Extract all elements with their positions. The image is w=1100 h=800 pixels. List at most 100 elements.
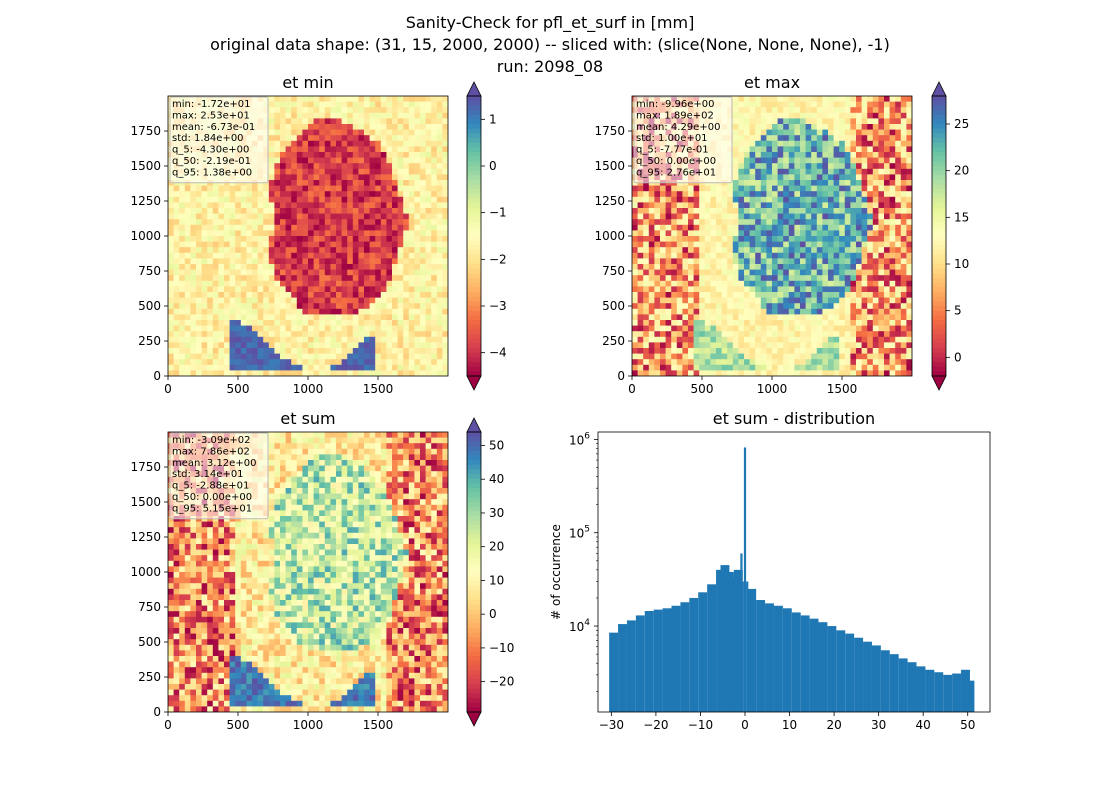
histogram-bar [618,624,627,712]
y-tick-label: 1000 [130,229,161,243]
colorbar-frame [931,95,947,377]
y-tick-label: 105 [569,525,590,541]
histogram-bar [916,666,926,712]
x-tick-label: 1500 [827,382,858,396]
y-tick-label: 0 [153,705,161,719]
histogram-bar [965,680,975,712]
histogram-bars [609,447,975,712]
colorbar-frame [466,95,482,377]
y-tick-label: 1250 [594,194,625,208]
stats-line: min: -1.72e+01 [172,99,251,110]
colorbar-tick-label: 0 [954,350,962,364]
histogram-bar [680,602,690,712]
y-tick-label: 250 [602,334,625,348]
heatmap-image [168,432,448,712]
y-tick-label: 1500 [594,159,625,173]
x-tick-label: 10 [782,718,797,732]
histogram-bar [845,633,855,712]
histogram-bar [707,584,717,712]
colorbar-tick-label: −3 [489,299,507,313]
histogram-bar [943,674,953,712]
stats-line: q_5: -2.88e+01 [172,481,249,492]
histogram-bar [671,605,681,712]
histogram-bar [747,588,757,712]
y-tick-label: 1750 [594,124,625,138]
histogram-bar [773,605,783,712]
colorbar-extend-bottom [466,375,482,391]
stats-line: std: 3.14e+01 [172,469,244,480]
histogram-bar [626,620,636,712]
stats-line: max: 1.89e+02 [636,110,714,121]
colorbar-extend-bottom [931,375,947,391]
histogram-bar [791,612,801,712]
heatmap-image [632,96,912,376]
x-tick-label: 40 [916,718,931,732]
x-tick-label: 1500 [363,382,394,396]
y-tick-label: 1500 [130,495,161,509]
histogram-bar [836,630,846,712]
stats-line: mean: -6.73e-01 [172,122,255,133]
histogram-bar [765,603,774,712]
histogram-bar [746,581,749,712]
histogram-bar [907,662,917,712]
histogram-bar [609,632,619,712]
x-tick-label: 20 [826,718,841,732]
stats-line: max: 2.53e+01 [172,110,250,121]
heatmap-title: et min [282,73,333,92]
heatmap-title: et sum [280,409,335,428]
histogram-bar [800,615,810,712]
colorbar-tick-label: 10 [954,257,969,271]
y-tick-label: 500 [602,299,625,313]
stats-line: min: -3.09e+02 [172,435,251,446]
x-tick-label: −30 [599,718,624,732]
colorbar-tick-label: 30 [489,506,504,520]
stats-line: q_5: -4.30e+00 [172,145,249,156]
colorbar: 0 5 10 15 20 25 [931,81,969,391]
y-tick-label: 250 [138,334,161,348]
y-tick-label: 250 [138,670,161,684]
histogram-bar [782,608,792,712]
y-tick-label: 1000 [594,229,625,243]
x-tick-label: 1000 [293,718,324,732]
histogram-bar [743,447,747,712]
stats-line: q_95: 1.38e+00 [172,167,252,178]
colorbar-tick-label: 5 [954,304,962,318]
stats-box [169,96,269,184]
histogram-title: et sum - distribution [713,409,875,428]
histogram-bar [653,609,663,712]
x-tick-label: 0 [628,382,636,396]
stats-line: max: 7.86e+02 [172,446,250,457]
stats-line: mean: 3.12e+00 [172,458,256,469]
y-tick-label: 106 [569,431,590,447]
histogram-bar [809,618,819,712]
histogram-bar [740,553,743,712]
y-tick-label: 500 [138,299,161,313]
colorbar-tick-label: 10 [489,573,504,587]
y-tick-label: 1000 [130,565,161,579]
histogram-bar [756,600,766,712]
x-tick-label: 500 [227,382,250,396]
x-tick-label: 1500 [363,718,394,732]
y-tick-label: 1500 [130,159,161,173]
heatmap-panel-1: et min 0 500 1000 1500 0 250 500 750 1000 1250 1500… [130,73,506,396]
colorbar-tick-label: 15 [954,210,969,224]
colorbar-tick-label: 0 [489,607,497,621]
histogram-bar [635,615,645,712]
histogram-bar [952,673,962,712]
histogram-bar [863,641,872,712]
colorbar-tick-label: 50 [489,438,504,452]
colorbar-tick-label: −10 [489,641,514,655]
colorbar-frame [466,431,482,713]
colorbar-tick-label: 20 [954,164,969,178]
y-tick-label: 1750 [130,124,161,138]
y-tick-label: 104 [569,618,590,634]
stats-line: q_50: 0.00e+00 [636,156,716,167]
x-tick-label: 0 [164,382,172,396]
colorbar-tick-label: −4 [489,346,507,360]
histogram-bar [934,672,944,712]
figure-title-line-2: original data shape: (31, 15, 2000, 2000… [210,35,890,54]
histogram-ylabel: # of occurrence [549,524,563,620]
